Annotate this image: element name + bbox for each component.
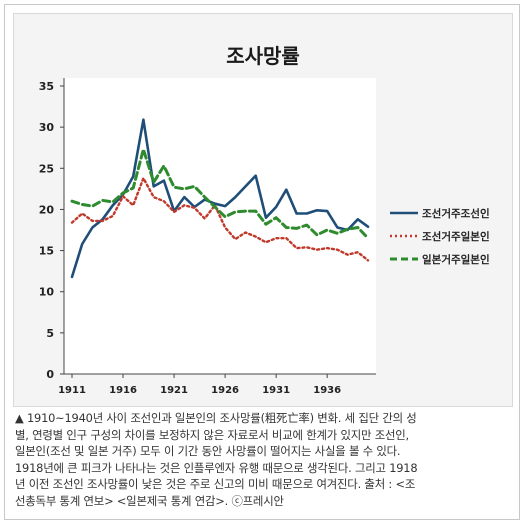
x-tick-label: 1931 [262,385,290,396]
x-tick-label: 1911 [58,385,86,396]
y-tick-label: 15 [39,245,54,258]
chart-panel: 0 5 10 15 20 25 30 35 1911 1916 1921 1926 1931 1936 조선… [13,13,513,407]
caption-line: ▲ 1910~1940년 사이 조선인과 일본인의 조사망률(粗死亡率) 변화.… [15,411,417,425]
legend-label: 조선거주일본인 [422,230,490,243]
series-line [70,118,370,279]
caption-line: 1918년에 큰 피크가 나타나는 것은 인플루엔자 유행 때문으로 생각된다.… [15,460,418,475]
series-line [70,176,370,262]
y-tick-label: 5 [46,327,54,340]
x-tick-label: 1921 [160,385,188,396]
caption-line: 일본인(조선 및 일본 거주) 모두 이 기간 동안 사망률이 떨어지는 사실을… [15,444,401,458]
figure-frame: 0 5 10 15 20 25 30 35 1911 1916 1921 1926 1931 1936 조선… [4,4,520,520]
x-tick-label: 1936 [313,385,341,396]
caption-line: 선총독부 통계 연보> <일본제국 통계 연감>. ⓒ프레시안 [15,493,284,508]
mortality-chart: 0 5 10 15 20 25 30 35 1911 1916 1921 1926 1931 1936 조선… [39,78,490,396]
caption-line: 년 이전 조선인 조사망률이 낮은 것은 주로 신고의 미비 때문으로 여겨진다… [15,477,416,491]
legend-label: 일본거주일본인 [422,253,490,266]
caption-line: 별, 연령별 인구 구성의 차이를 보정하지 않은 자료로서 비교에 한계가 있… [15,427,409,442]
y-tick-label: 0 [46,368,54,381]
x-tick-label: 1926 [211,385,239,396]
figure-caption: ▲ 1910~1940년 사이 조선인과 일본인의 조사망률(粗死亡率) 변화.… [15,410,515,509]
series-line [70,147,370,240]
x-tick-label: 1916 [109,385,137,396]
y-tick-label: 30 [39,121,55,134]
chart-title: 조사망률 [226,44,300,68]
y-tick-label: 10 [39,286,55,299]
y-tick-label: 25 [39,162,54,175]
y-tick-label: 35 [39,80,54,93]
y-tick-label: 20 [39,203,55,216]
plot-area [64,78,376,374]
legend-label: 조선거주조선인 [422,207,490,220]
